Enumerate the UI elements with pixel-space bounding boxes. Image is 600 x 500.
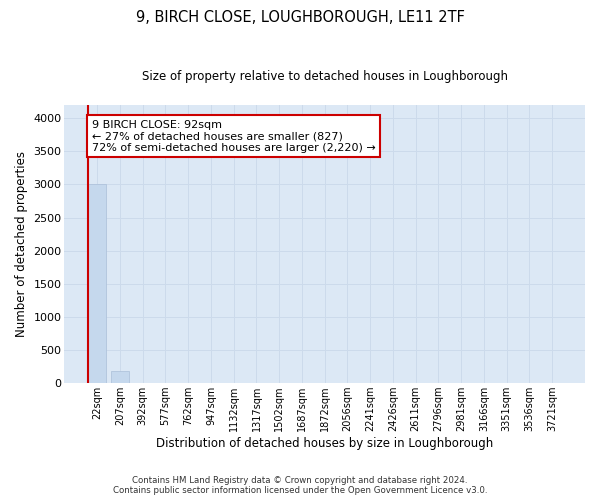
- Text: 9, BIRCH CLOSE, LOUGHBOROUGH, LE11 2TF: 9, BIRCH CLOSE, LOUGHBOROUGH, LE11 2TF: [136, 10, 464, 25]
- Title: Size of property relative to detached houses in Loughborough: Size of property relative to detached ho…: [142, 70, 508, 83]
- Text: Contains HM Land Registry data © Crown copyright and database right 2024.
Contai: Contains HM Land Registry data © Crown c…: [113, 476, 487, 495]
- Y-axis label: Number of detached properties: Number of detached properties: [15, 151, 28, 337]
- Bar: [88, 184, 106, 383]
- Bar: [111, 371, 129, 383]
- X-axis label: Distribution of detached houses by size in Loughborough: Distribution of detached houses by size …: [156, 437, 493, 450]
- Text: 9 BIRCH CLOSE: 92sqm
← 27% of detached houses are smaller (827)
72% of semi-deta: 9 BIRCH CLOSE: 92sqm ← 27% of detached h…: [92, 120, 375, 153]
